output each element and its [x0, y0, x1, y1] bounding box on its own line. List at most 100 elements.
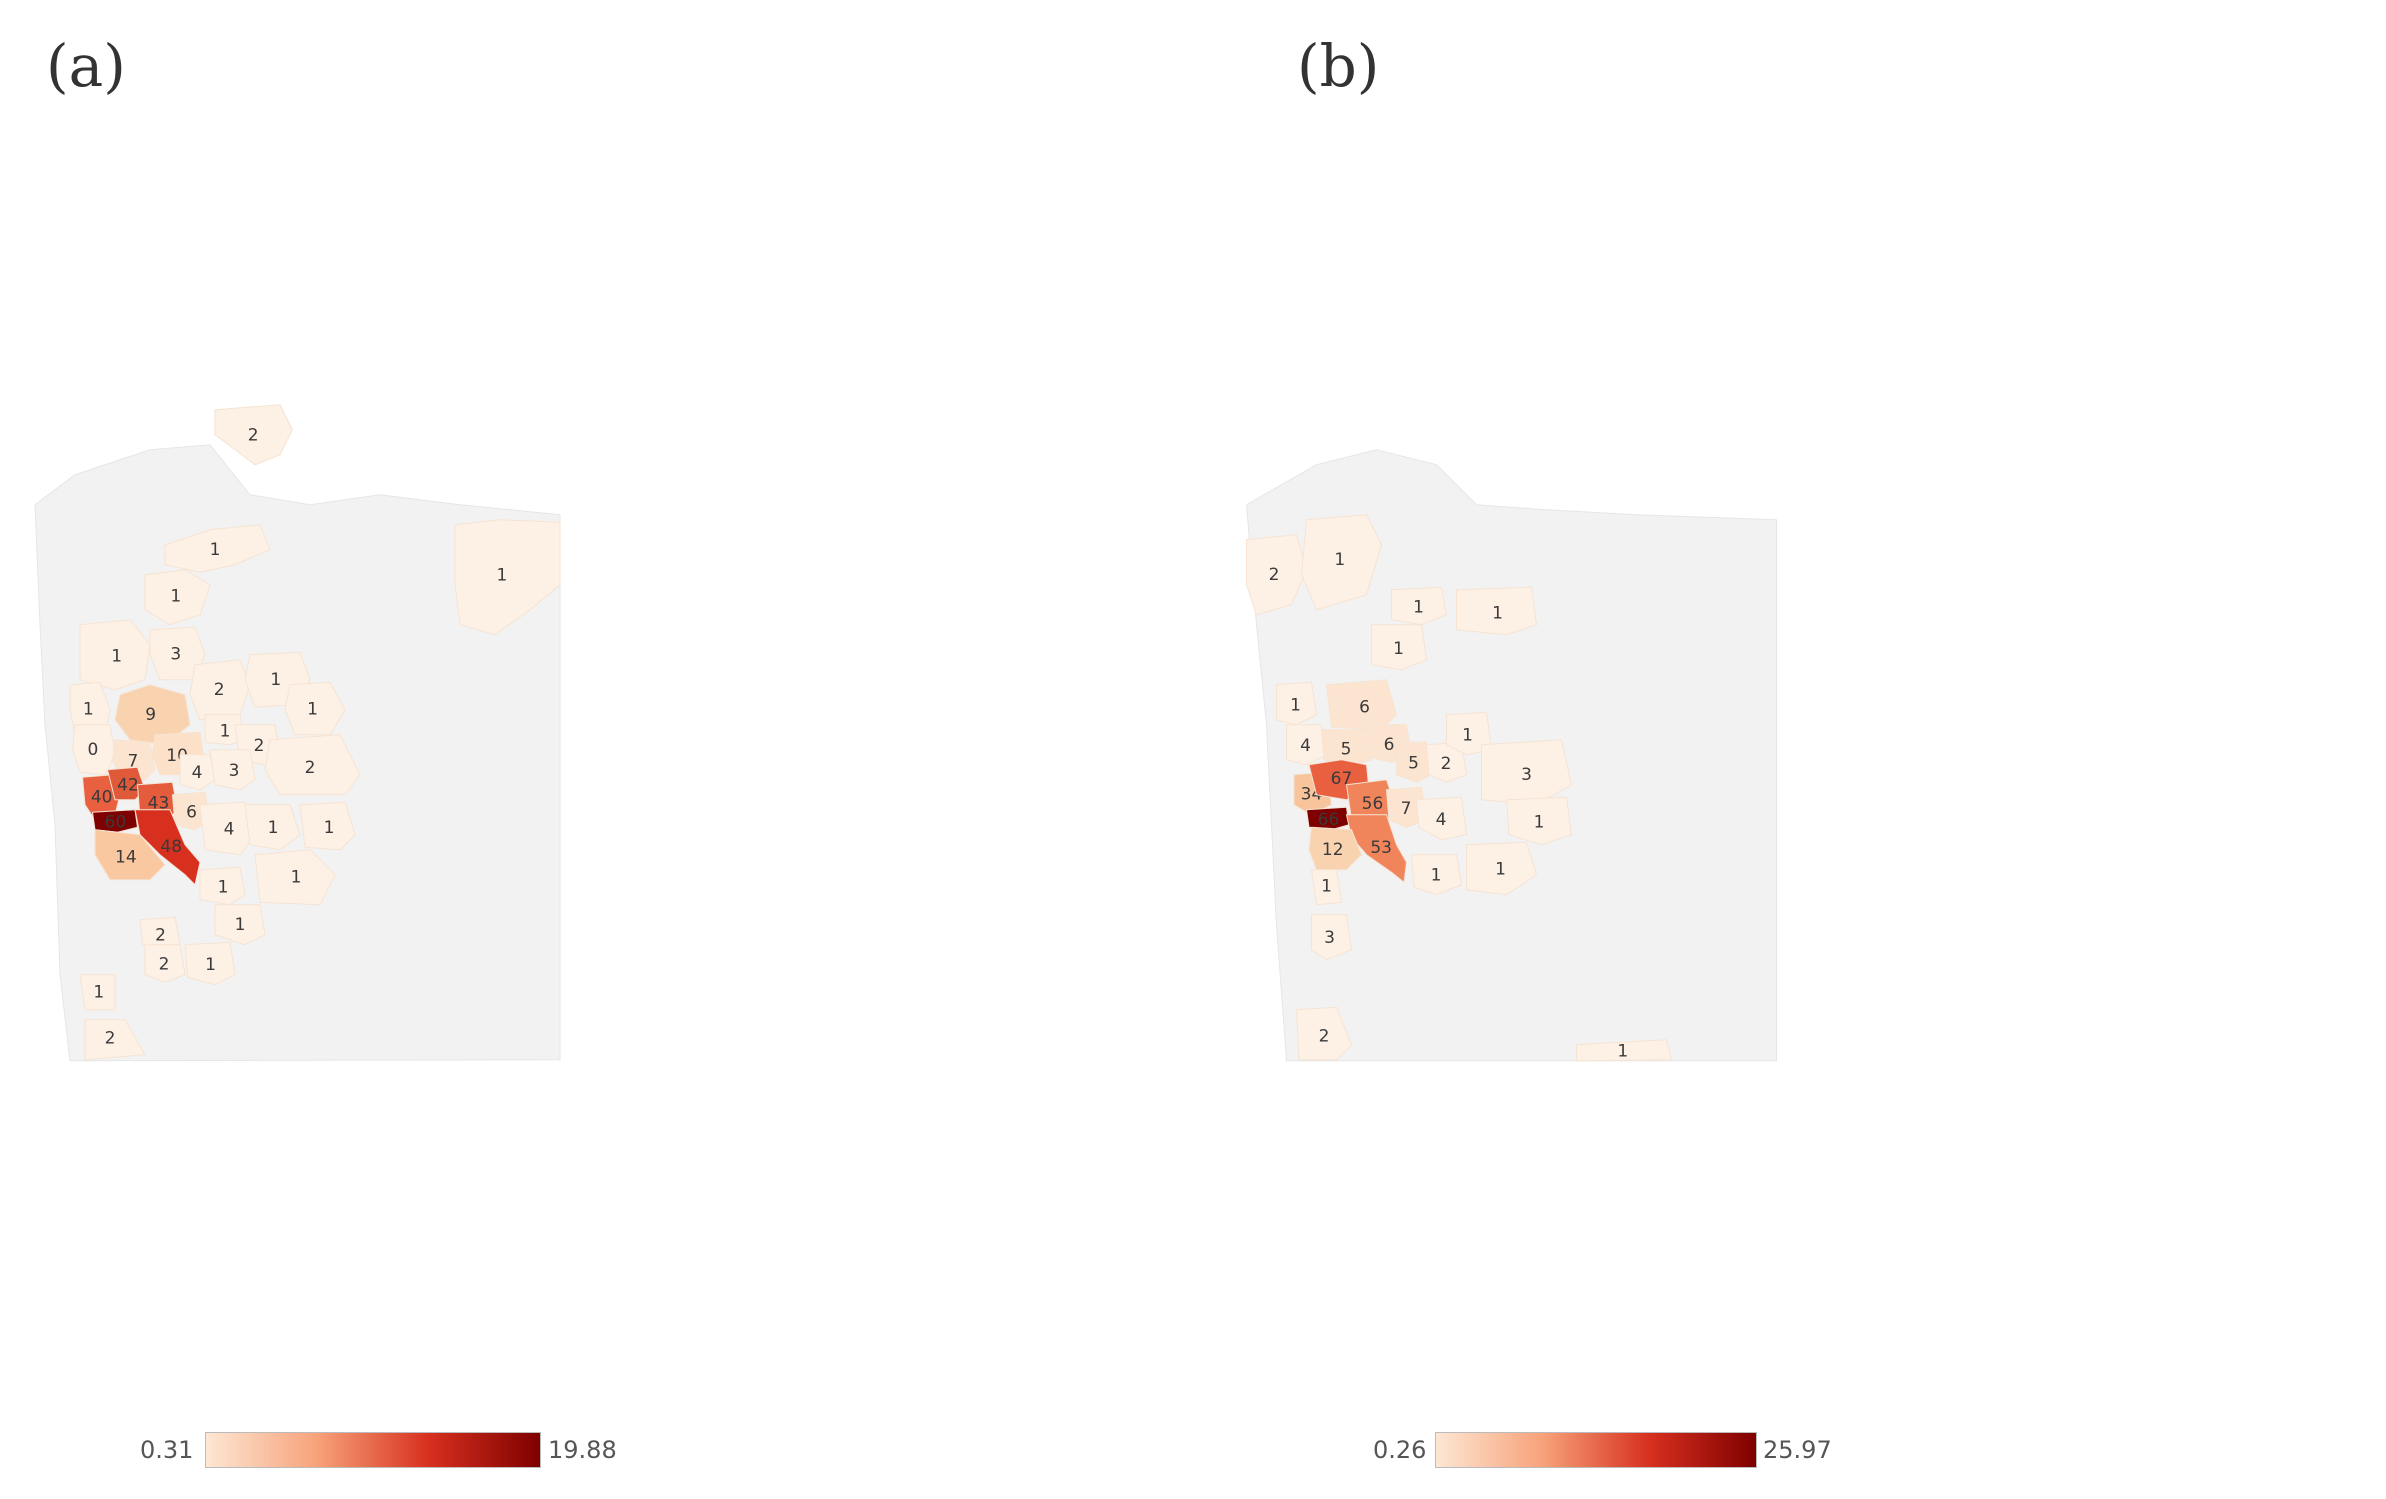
- region-count-label-b-10: 5: [1408, 753, 1419, 773]
- panel-label-a: (a): [46, 32, 126, 100]
- region-b-28[interactable]: [1576, 1039, 1673, 1062]
- region-b-4[interactable]: [1371, 624, 1428, 671]
- region-b-6[interactable]: [1325, 679, 1398, 731]
- region-b-26[interactable]: [1311, 914, 1353, 961]
- region-b-0[interactable]: [1246, 534, 1308, 616]
- region-a-36[interactable]: [84, 1019, 146, 1061]
- region-a-0[interactable]: [214, 404, 294, 466]
- region-count-label-b-24: 1: [1495, 859, 1506, 879]
- region-a-28[interactable]: [94, 829, 166, 881]
- region-count-label-a-14: 1: [220, 721, 231, 741]
- region-count-label-a-23: 60: [105, 812, 127, 832]
- region-a-4[interactable]: [79, 619, 151, 691]
- region-count-label-a-2: 1: [496, 566, 507, 586]
- region-count-label-b-21: 53: [1370, 838, 1392, 858]
- region-count-label-b-26: 3: [1324, 928, 1335, 948]
- region-count-label-b-4: 1: [1393, 639, 1404, 659]
- region-count-label-a-15: 2: [254, 736, 265, 756]
- region-count-label-b-9: 6: [1384, 735, 1395, 755]
- region-a-35[interactable]: [79, 974, 116, 1011]
- region-count-label-b-23: 1: [1431, 865, 1442, 885]
- region-count-label-b-6: 6: [1359, 697, 1370, 717]
- legend-colorbar-a: [205, 1432, 541, 1468]
- region-b-25[interactable]: [1310, 869, 1343, 906]
- region-b-20[interactable]: [1305, 806, 1350, 831]
- region-count-label-a-7: 1: [270, 670, 281, 690]
- region-b-22[interactable]: [1308, 826, 1363, 871]
- region-a-24[interactable]: [134, 809, 201, 886]
- region-count-label-a-9: 9: [145, 705, 156, 725]
- legend-min-a: 0.31: [140, 1436, 194, 1464]
- panel-label-b: (b): [1297, 32, 1380, 100]
- region-a-30[interactable]: [254, 849, 336, 906]
- region-a-29[interactable]: [199, 866, 246, 906]
- legend-max-b: 25.97: [1763, 1436, 1832, 1464]
- region-count-label-a-29: 1: [218, 877, 229, 897]
- region-count-label-a-22: 6: [186, 802, 197, 822]
- region-b-13[interactable]: [1481, 739, 1573, 806]
- region-count-label-a-1: 1: [210, 540, 221, 560]
- region-count-label-a-27: 1: [324, 818, 335, 838]
- map-panel-b: 2 1 1 1 1 1 6 4 5 6 5 2 1 3 34 67 56 7 4 1 66 53 12 1 1 1 3 2 1 (b) …: [1193, 0, 2386, 1499]
- region-a-2[interactable]: [454, 519, 561, 636]
- region-count-label-b-2: 1: [1413, 597, 1424, 617]
- region-b-19[interactable]: [1505, 796, 1573, 846]
- region-count-label-a-5: 3: [170, 644, 181, 664]
- region-a-18[interactable]: [264, 734, 361, 796]
- region-count-label-a-0: 2: [248, 425, 259, 445]
- region-b-12[interactable]: [1446, 711, 1493, 756]
- region-count-label-a-17: 3: [229, 761, 240, 781]
- region-a-25[interactable]: [199, 801, 256, 856]
- region-count-label-b-1: 1: [1334, 550, 1345, 570]
- region-b-1[interactable]: [1300, 514, 1383, 611]
- region-count-label-b-12: 1: [1462, 725, 1473, 745]
- region-count-label-b-8: 5: [1341, 739, 1352, 759]
- region-b-3[interactable]: [1456, 586, 1538, 636]
- region-count-label-a-36: 2: [105, 1029, 116, 1049]
- region-a-11[interactable]: [71, 724, 116, 776]
- region-b-27[interactable]: [1295, 1006, 1353, 1061]
- region-count-label-a-21: 43: [148, 793, 170, 813]
- map-panel-a: 2 1 1 1 1 3 2 1 1 9 1 0 7 10 1 2 4 3 2 40 42 43 6 60 48 4 1 1 14 1 1 1 2…: [34, 32, 617, 1468]
- region-count-label-a-8: 1: [83, 699, 94, 719]
- region-b-18[interactable]: [1415, 796, 1468, 841]
- region-count-label-b-22: 12: [1322, 840, 1344, 860]
- region-b-2[interactable]: [1391, 586, 1448, 626]
- region-count-label-a-16: 4: [192, 763, 203, 783]
- region-a-16[interactable]: [179, 754, 216, 791]
- region-b-10[interactable]: [1396, 741, 1433, 783]
- region-a-27[interactable]: [299, 801, 356, 851]
- region-a-1[interactable]: [164, 524, 271, 573]
- region-count-label-a-4: 1: [111, 646, 122, 666]
- region-count-label-a-31: 1: [235, 915, 246, 935]
- region-count-label-a-35: 1: [93, 982, 104, 1002]
- region-count-label-a-12: 7: [128, 751, 139, 771]
- region-b-23[interactable]: [1410, 854, 1463, 896]
- region-count-label-b-25: 1: [1321, 877, 1332, 897]
- region-b-17[interactable]: [1385, 786, 1428, 828]
- region-a-26[interactable]: [244, 804, 301, 851]
- region-a-31[interactable]: [214, 904, 266, 946]
- region-a-33[interactable]: [144, 944, 186, 983]
- region-count-label-b-17: 7: [1401, 799, 1412, 819]
- region-a-3[interactable]: [144, 569, 211, 626]
- region-count-label-a-19: 40: [91, 788, 113, 808]
- region-a-34[interactable]: [184, 941, 236, 986]
- region-count-label-b-13: 3: [1521, 765, 1532, 785]
- region-b-5[interactable]: [1276, 681, 1318, 726]
- region-count-label-a-24: 48: [160, 837, 182, 857]
- region-a-10[interactable]: [284, 681, 346, 736]
- region-count-label-b-16: 56: [1362, 794, 1384, 814]
- legend-max-a: 19.88: [548, 1436, 617, 1464]
- region-count-label-b-11: 2: [1441, 754, 1452, 774]
- region-a-17[interactable]: [209, 749, 256, 791]
- region-a-23[interactable]: [91, 809, 139, 833]
- region-count-label-a-28: 14: [115, 847, 137, 867]
- region-b-24[interactable]: [1466, 841, 1538, 896]
- region-count-label-b-18: 4: [1436, 810, 1447, 830]
- region-b-7[interactable]: [1286, 724, 1328, 766]
- region-count-label-b-28: 1: [1617, 1041, 1628, 1061]
- region-count-label-a-11: 0: [88, 740, 99, 760]
- region-count-label-a-20: 42: [117, 775, 139, 795]
